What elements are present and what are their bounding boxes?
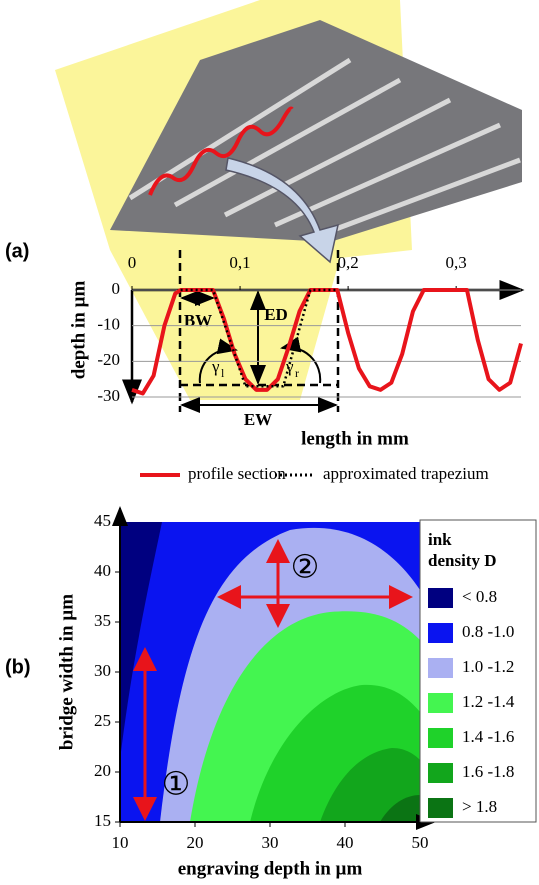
x-tick-label: 30 <box>262 833 279 852</box>
annotation: r <box>295 366 299 380</box>
legend-label: < 0.8 <box>462 587 497 606</box>
y-tick-label: 30 <box>94 661 111 680</box>
y-axis-label: bridge width in µm <box>56 594 77 750</box>
legend-swatch <box>428 693 453 713</box>
y-tick-label: -30 <box>97 386 120 405</box>
legend-label: 1.6 -1.8 <box>462 762 514 781</box>
y-tick-label: -10 <box>97 315 120 334</box>
y-tick-label: 40 <box>94 561 111 580</box>
profile-chart: BW ED EW γ l γ r length in mm depth in µ… <box>5 240 525 483</box>
contour-region <box>320 748 420 822</box>
legend-swatch <box>428 588 453 608</box>
x-axis-label: engraving depth in µm <box>178 858 363 879</box>
variation-arrows <box>133 539 413 821</box>
legend-label: 1.2 -1.4 <box>462 692 515 711</box>
y-tick-label: -20 <box>97 350 120 369</box>
annotation: ED <box>264 305 288 324</box>
legend-title: ink <box>428 530 452 549</box>
legend-label: > 1.8 <box>462 797 497 816</box>
panel-label: (b) <box>5 656 31 678</box>
y-tick-label: 0 <box>112 279 121 298</box>
x-tick-label: 40 <box>337 833 354 852</box>
legend-swatch <box>428 798 453 818</box>
legend-label: 0.8 -1.0 <box>462 622 514 641</box>
cell-outline <box>178 250 340 412</box>
panel-label: (a) <box>5 240 29 262</box>
x-axis-label: length in mm <box>301 428 409 449</box>
legend-label: approximated trapezium <box>323 464 489 483</box>
annotation: EW <box>244 410 272 429</box>
annotation: γ <box>211 357 220 376</box>
x-tick-label: 0 <box>128 253 137 272</box>
zoom-arrow <box>225 157 339 264</box>
annotation: γ <box>285 357 294 376</box>
profile-cut <box>148 106 294 196</box>
legend-label: 1.4 -1.6 <box>462 727 514 746</box>
legend-swatch <box>428 763 453 783</box>
annotation: BW <box>184 311 212 330</box>
x-tick-label: 10 <box>112 833 129 852</box>
y-tick-label: 45 <box>94 511 111 530</box>
angle-arc <box>198 338 238 384</box>
legend-label: profile section <box>188 464 286 483</box>
legend-swatch <box>428 623 453 643</box>
x-tick-label: 0,1 <box>229 253 250 272</box>
y-axis-label: depth in µm <box>68 281 89 380</box>
marker-label: ① <box>162 765 191 801</box>
legend-label: 1.0 -1.2 <box>462 657 514 676</box>
marker-label: ② <box>291 548 320 584</box>
data-line <box>180 288 338 388</box>
x-tick-label: 50 <box>412 833 429 852</box>
contour-region <box>120 522 162 760</box>
x-tick-label: 0,3 <box>446 253 467 272</box>
y-tick-label: 25 <box>94 711 111 730</box>
surface-illustration <box>55 0 522 400</box>
contour-region <box>380 795 420 822</box>
x-tick-label: 0,2 <box>337 253 358 272</box>
contour-chart: ① ② ink density D engraving depth in µm … <box>5 506 537 879</box>
legend-title: density D <box>428 551 496 570</box>
y-tick-label: 35 <box>94 611 111 630</box>
y-tick-label: 20 <box>94 761 111 780</box>
annotation: l <box>221 366 225 380</box>
x-tick-label: 20 <box>187 833 204 852</box>
y-tick-label: 15 <box>94 811 111 830</box>
legend-swatch <box>428 658 453 678</box>
legend-swatch <box>428 728 453 748</box>
